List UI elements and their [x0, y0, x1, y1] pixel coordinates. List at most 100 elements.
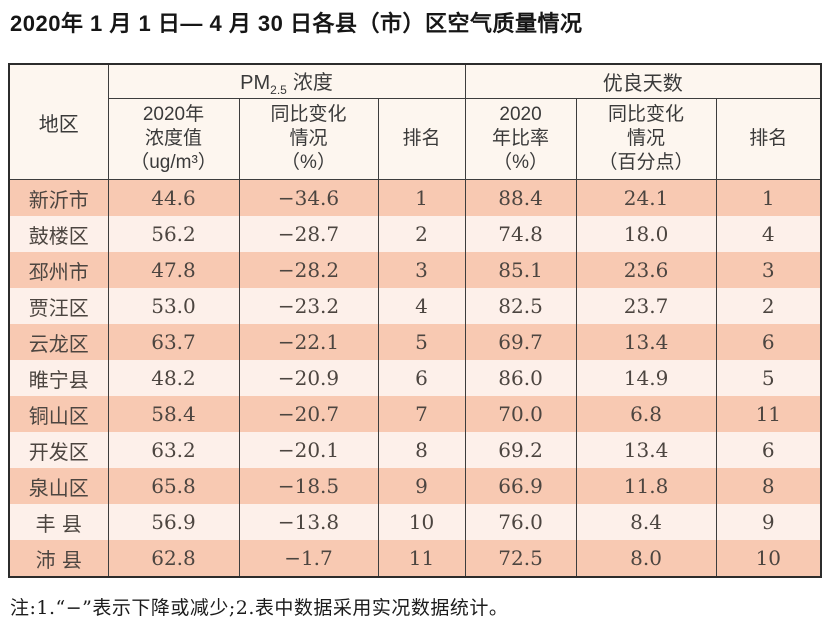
region-cell: 睢宁县: [8, 360, 108, 396]
region-cell: 丰 县: [8, 504, 108, 540]
footnote: 注:1.“−”表示下降或减少;2.表中数据采用实况数据统计。: [10, 597, 509, 619]
table-row: 沛 县 62.8 −1.7 11 72.5 8.0 10: [8, 540, 822, 577]
region-cell: 云龙区: [8, 324, 108, 360]
pm-rank-cell: 5: [377, 324, 466, 360]
table-row: 泉山区 65.8 −18.5 9 66.9 11.8 8: [8, 468, 822, 504]
pm-change-cell: −23.2: [238, 288, 378, 324]
pm-rank-cell: 4: [377, 288, 466, 324]
rate-cell: 88.4: [464, 179, 577, 216]
region-cell: 新沂市: [8, 179, 108, 216]
pm-value-cell: 47.8: [107, 252, 239, 288]
header-line: 情况: [289, 128, 328, 149]
rate-change-cell: 24.1: [575, 179, 717, 216]
pm-change-cell: −28.2: [238, 252, 378, 288]
rate-cell: 85.1: [464, 252, 577, 288]
pm-rank-cell: 9: [377, 468, 466, 504]
rate-rank-cell: 5: [715, 360, 822, 396]
header-line: 情况: [627, 128, 666, 149]
table-row: 睢宁县 48.2 −20.9 6 86.0 14.9 5: [8, 360, 822, 396]
region-cell: 鼓楼区: [8, 216, 108, 252]
col-header-pm-change: 同比变化 情况 （%）: [238, 98, 378, 180]
header-line: 浓度值: [144, 128, 202, 149]
pm-value-cell: 65.8: [107, 468, 239, 504]
table-header: 地区 PM2.5 浓度 优良天数 2020年 浓度值 （ug/m³） 同比变化 情…: [8, 64, 822, 180]
table-row: 贾汪区 53.0 −23.2 4 82.5 23.7 2: [8, 288, 822, 324]
pm-rank-cell: 3: [377, 252, 466, 288]
col-group-pm25: PM2.5 浓度: [107, 64, 466, 99]
pm-value-cell: 44.6: [107, 179, 239, 216]
pm-change-cell: −20.7: [238, 396, 378, 432]
air-quality-table: 地区 PM2.5 浓度 优良天数 2020年 浓度值 （ug/m³） 同比变化 情…: [8, 63, 823, 578]
region-cell: 泉山区: [8, 468, 108, 504]
pm-value-cell: 63.2: [107, 432, 239, 468]
pm-rank-cell: 10: [377, 504, 466, 540]
rate-cell: 69.7: [464, 324, 577, 360]
rate-change-cell: 13.4: [575, 324, 717, 360]
rate-rank-cell: 2: [715, 288, 822, 324]
header-line: 2020年: [142, 104, 205, 125]
header-line: （百分点）: [598, 152, 694, 173]
pm-change-cell: −34.6: [238, 179, 378, 216]
rate-rank-cell: 6: [715, 324, 822, 360]
pm-change-cell: −13.8: [238, 504, 378, 540]
sub-header-row: 2020年 浓度值 （ug/m³） 同比变化 情况 （%） 排名 2020 年比…: [9, 98, 822, 180]
rate-change-cell: 11.8: [575, 468, 717, 504]
rate-rank-cell: 10: [715, 540, 822, 577]
pm-rank-cell: 6: [377, 360, 466, 396]
pm-rank-cell: 1: [377, 179, 466, 216]
rate-rank-cell: 4: [715, 216, 822, 252]
region-cell: 沛 县: [8, 540, 108, 577]
rate-cell: 72.5: [464, 540, 577, 577]
table-row: 新沂市 44.6 −34.6 1 88.4 24.1 1: [8, 179, 822, 216]
pm-rank-cell: 11: [377, 540, 466, 577]
pm-suffix: 浓度: [292, 72, 333, 94]
rate-rank-cell: 11: [715, 396, 822, 432]
rate-change-cell: 13.4: [575, 432, 717, 468]
header-line: 年比率: [492, 128, 550, 149]
region-cell: 开发区: [8, 432, 108, 468]
rate-cell: 70.0: [464, 396, 577, 432]
col-header-pm-rank: 排名: [377, 98, 466, 180]
table-row: 丰 县 56.9 −13.8 10 76.0 8.4 9: [8, 504, 822, 540]
col-header-pm-value: 2020年 浓度值 （ug/m³）: [107, 98, 239, 180]
pm-value-cell: 62.8: [107, 540, 239, 577]
pm-rank-cell: 8: [377, 432, 466, 468]
pm-value-cell: 63.7: [107, 324, 239, 360]
table-row: 铜山区 58.4 −20.7 7 70.0 6.8 11: [8, 396, 822, 432]
rate-change-cell: 23.7: [575, 288, 717, 324]
page-title: 2020年 1 月 1 日— 4 月 30 日各县（市）区空气质量情况: [10, 11, 583, 36]
pm-change-cell: −1.7: [238, 540, 378, 577]
pm-value-cell: 56.2: [107, 216, 239, 252]
group-header-row: 地区 PM2.5 浓度 优良天数: [8, 64, 822, 180]
header-line: （ug/m³）: [130, 152, 217, 173]
rate-rank-cell: 6: [715, 432, 822, 468]
air-quality-table-body: 新沂市 44.6 −34.6 1 88.4 24.1 1 鼓楼区 56.2 −28.7 2 74.8 1…: [8, 179, 822, 577]
pm-value-cell: 56.9: [107, 504, 239, 540]
rate-cell: 76.0: [464, 504, 577, 540]
header-line: 2020: [499, 104, 542, 125]
pm-change-cell: −20.1: [238, 432, 378, 468]
rate-change-cell: 6.8: [575, 396, 717, 432]
rate-change-cell: 8.4: [575, 504, 717, 540]
header-line: （%）: [281, 152, 336, 173]
col-header-region: 地区: [8, 64, 108, 180]
rate-change-cell: 18.0: [575, 216, 717, 252]
rate-cell: 66.9: [464, 468, 577, 504]
rate-change-cell: 23.6: [575, 252, 717, 288]
pm-value-cell: 58.4: [107, 396, 239, 432]
table-row: 开发区 63.2 −20.1 8 69.2 13.4 6: [8, 432, 822, 468]
table-row: 鼓楼区 56.2 −28.7 2 74.8 18.0 4: [8, 216, 822, 252]
rate-cell: 74.8: [464, 216, 577, 252]
rate-rank-cell: 3: [715, 252, 822, 288]
pm-value-cell: 48.2: [107, 360, 239, 396]
pm-label: PM: [240, 72, 271, 94]
col-header-rate-rank: 排名: [715, 98, 822, 180]
pm-rank-cell: 2: [377, 216, 466, 252]
rate-cell: 69.2: [464, 432, 577, 468]
region-cell: 邳州市: [8, 252, 108, 288]
pm-value-cell: 53.0: [107, 288, 239, 324]
pm-rank-cell: 7: [377, 396, 466, 432]
header-line: （%）: [493, 152, 548, 173]
rate-cell: 86.0: [464, 360, 577, 396]
